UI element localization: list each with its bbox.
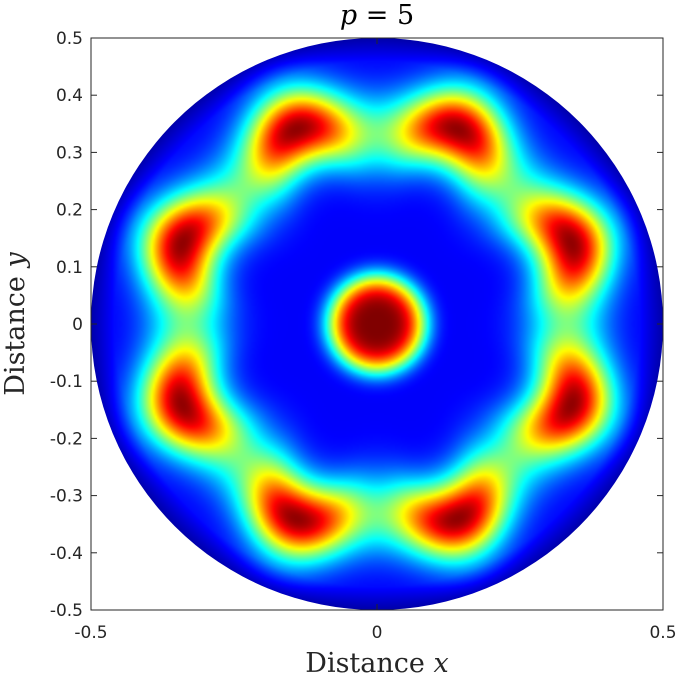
y-tick-label: 0.4 bbox=[56, 86, 83, 106]
y-tick-label: -0.2 bbox=[50, 429, 83, 449]
y-tick-label: 0.5 bbox=[56, 29, 83, 49]
x-axis-label: Distance x bbox=[305, 648, 448, 675]
y-tick-label: -0.5 bbox=[50, 601, 83, 621]
y-tick-label: 0.1 bbox=[56, 258, 83, 278]
x-axis-ticks: -0.5 0 0.5 bbox=[74, 38, 677, 643]
x-axis-label-text: Distance bbox=[305, 648, 433, 675]
title-equation: = 5 bbox=[357, 0, 414, 31]
y-tick-label: -0.1 bbox=[50, 372, 83, 392]
x-tick-label: 0.5 bbox=[649, 623, 676, 643]
y-axis-label-text: Distance bbox=[0, 268, 31, 396]
x-axis-label-var: x bbox=[433, 648, 448, 675]
y-axis-ticks: 0.5 0.4 0.3 0.2 0.1 0 -0.1 -0.2 -0.3 -0.4 -0.5 bbox=[50, 29, 663, 621]
y-tick-label: -0.4 bbox=[50, 544, 83, 564]
title-variable: p bbox=[340, 0, 357, 31]
y-axis-label-var: y bbox=[0, 252, 31, 269]
heatmap-field bbox=[91, 38, 663, 610]
y-tick-label: -0.3 bbox=[50, 487, 83, 507]
x-tick-label: 0 bbox=[372, 623, 383, 643]
y-tick-label: 0 bbox=[72, 315, 83, 335]
chart-title: p = 5 bbox=[340, 0, 414, 31]
y-axis-label: Distance y bbox=[0, 252, 31, 396]
x-tick-label: -0.5 bbox=[74, 623, 107, 643]
y-tick-label: 0.2 bbox=[56, 201, 83, 221]
y-tick-label: 0.3 bbox=[56, 143, 83, 163]
